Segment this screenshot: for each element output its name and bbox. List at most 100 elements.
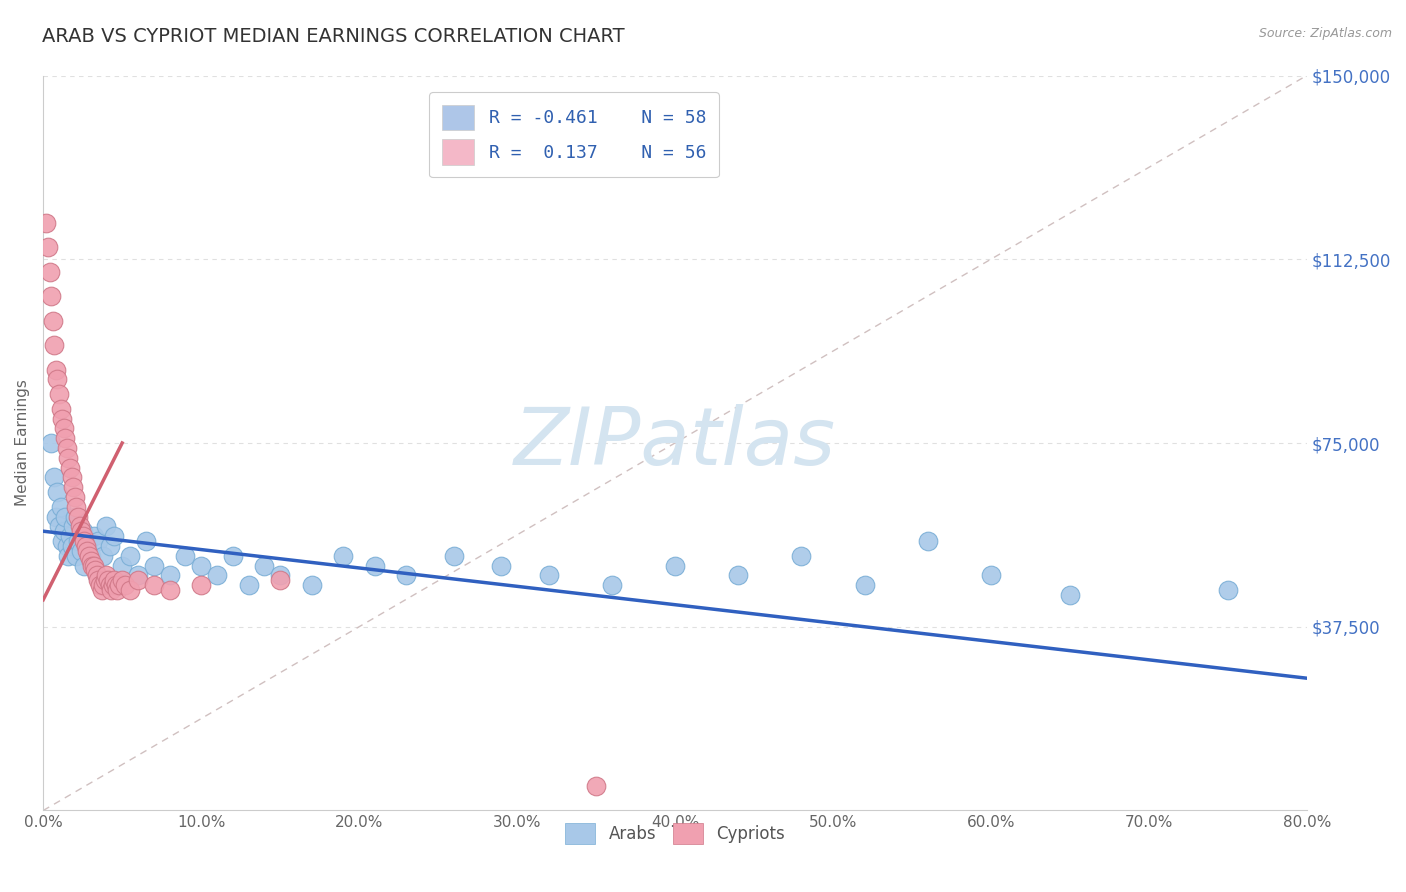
Point (79, 549, 101, 563)
Point (585, 779, 607, 793)
Point (190, 558, 212, 573)
Point (59, 460, 82, 475)
Point (395, 568, 418, 582)
Point (72, 529, 94, 543)
Point (142, 578, 165, 592)
Point (49, 500, 72, 514)
Point (62, 480, 84, 494)
Point (205, 568, 228, 582)
Point (269, 568, 291, 582)
Point (62, 519, 84, 533)
Point (96, 568, 118, 582)
Point (104, 578, 127, 592)
Point (174, 549, 197, 563)
Point (238, 578, 260, 592)
Point (111, 573, 134, 587)
Point (66, 509, 89, 524)
Point (44, 338, 66, 352)
Point (82, 558, 104, 573)
Point (332, 549, 354, 563)
Point (58, 450, 80, 465)
Point (73, 558, 96, 573)
Point (97, 573, 120, 587)
Point (664, 558, 686, 573)
Point (853, 578, 876, 592)
Point (96, 519, 118, 533)
Point (443, 549, 465, 563)
Y-axis label: Median Earnings: Median Earnings (15, 380, 30, 507)
Point (101, 578, 124, 592)
Point (51, 411, 73, 425)
Point (65, 549, 87, 563)
Point (58, 549, 80, 563)
Point (45, 509, 67, 524)
Point (537, 568, 560, 582)
Point (75, 539, 97, 553)
Point (48, 519, 70, 533)
Point (90, 582, 112, 597)
Point (76, 539, 98, 553)
Point (301, 578, 323, 592)
Point (142, 558, 165, 573)
Point (91, 549, 114, 563)
Point (489, 558, 512, 573)
Point (59, 529, 82, 543)
Point (77, 549, 100, 563)
Point (100, 582, 122, 597)
Point (49, 401, 72, 416)
Point (980, 568, 1002, 582)
Point (87, 573, 110, 587)
Point (48, 387, 70, 401)
Point (103, 529, 125, 543)
Point (1059, 588, 1081, 602)
Point (120, 549, 142, 563)
Point (46, 372, 69, 386)
Point (87, 534, 110, 549)
Point (66, 534, 89, 549)
Point (60, 539, 83, 553)
Point (159, 582, 181, 597)
Point (253, 558, 276, 573)
Point (53, 431, 76, 445)
Point (39, 289, 62, 303)
Point (69, 519, 91, 533)
Point (107, 582, 129, 597)
Point (38, 264, 60, 278)
Point (103, 573, 125, 587)
Point (39, 436, 62, 450)
Point (56, 441, 79, 455)
Point (45, 362, 67, 376)
Point (44, 470, 66, 484)
Legend: Arabs, Cypriots: Arabs, Cypriots (555, 814, 794, 854)
Text: ARAB VS CYPRIOT MEDIAN EARNINGS CORRELATION CHART: ARAB VS CYPRIOT MEDIAN EARNINGS CORRELAT… (42, 27, 624, 45)
Point (364, 558, 387, 573)
Point (52, 524, 75, 539)
Point (60, 470, 83, 484)
Point (73, 534, 96, 549)
Point (108, 578, 131, 592)
Point (91, 578, 114, 592)
Point (70, 543, 93, 558)
Point (790, 549, 813, 563)
Point (135, 534, 157, 549)
Point (63, 509, 86, 524)
Point (63, 490, 86, 504)
Point (79, 553, 101, 567)
Point (98, 578, 121, 592)
Point (86, 568, 108, 582)
Point (35, 215, 58, 229)
Point (159, 568, 181, 582)
Point (65, 500, 87, 514)
Point (72, 524, 94, 539)
Text: ZIPatlas: ZIPatlas (515, 404, 837, 482)
Point (52, 421, 75, 435)
Point (70, 524, 93, 539)
Point (83, 529, 105, 543)
Point (111, 558, 134, 573)
Point (269, 573, 291, 587)
Point (76, 543, 98, 558)
Point (127, 568, 149, 582)
Point (98, 539, 121, 553)
Point (37, 240, 59, 254)
Point (51, 534, 73, 549)
